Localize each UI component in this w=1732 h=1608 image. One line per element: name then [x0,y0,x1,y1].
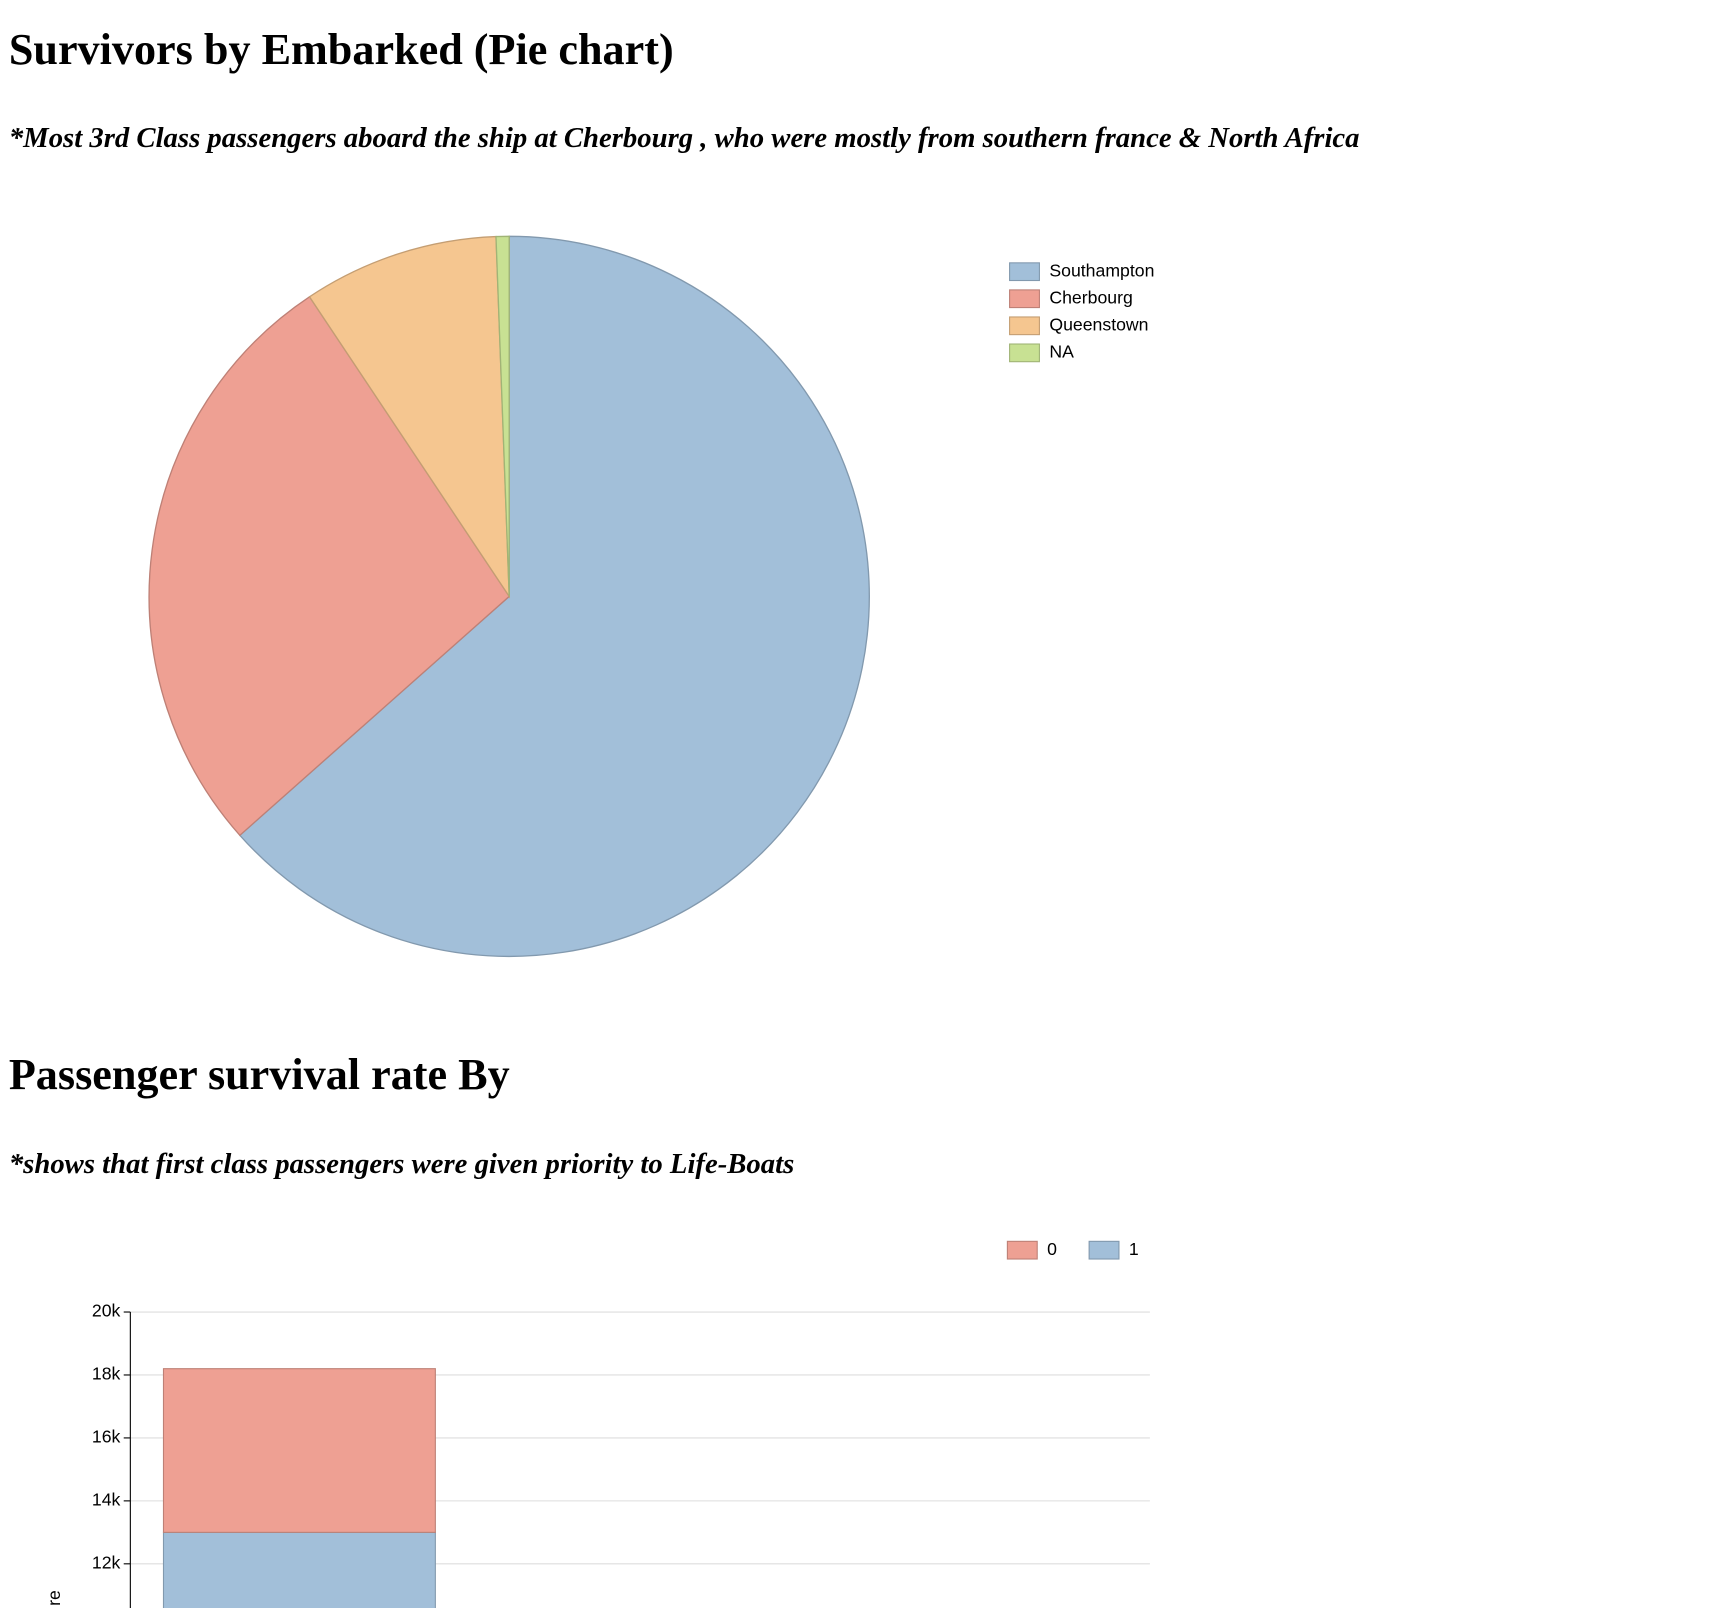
legend-label: NA [1049,342,1074,362]
legend-swatch [1009,316,1040,336]
bar-title: Passenger survival rate By [9,1050,510,1099]
y-tick-label: 18k [92,1364,121,1384]
pie-slice [495,235,510,597]
pie-slice [148,295,511,837]
legend-label: 1 [1129,1239,1139,1259]
legend-swatch [1009,289,1040,309]
legend-swatch [1009,262,1040,282]
legend-label: Cherbourg [1049,287,1132,307]
y-axis-label: re [44,1590,64,1606]
y-tick-label: 14k [92,1490,121,1510]
bar-segment [162,1368,436,1533]
legend-swatch [1009,343,1040,363]
y-tick-label: 12k [92,1552,121,1572]
legend-label: 0 [1047,1239,1057,1259]
legend-swatch [1088,1240,1120,1260]
pie-subtitle: *Most 3rd Class passengers aboard the sh… [9,122,1360,154]
legend-label: Queenstown [1049,314,1148,334]
bar-segment [162,1531,436,1608]
legend-swatch [1006,1240,1038,1260]
legend-label: Southampton [1049,260,1154,280]
pie-slice [308,235,510,599]
y-tick-label: 20k [92,1301,121,1321]
y-tick-label: 16k [92,1427,121,1447]
pie-title: Survivors by Embarked (Pie chart) [9,25,674,74]
pie-slice [238,235,870,958]
bar-subtitle: *shows that first class passengers were … [9,1148,794,1180]
